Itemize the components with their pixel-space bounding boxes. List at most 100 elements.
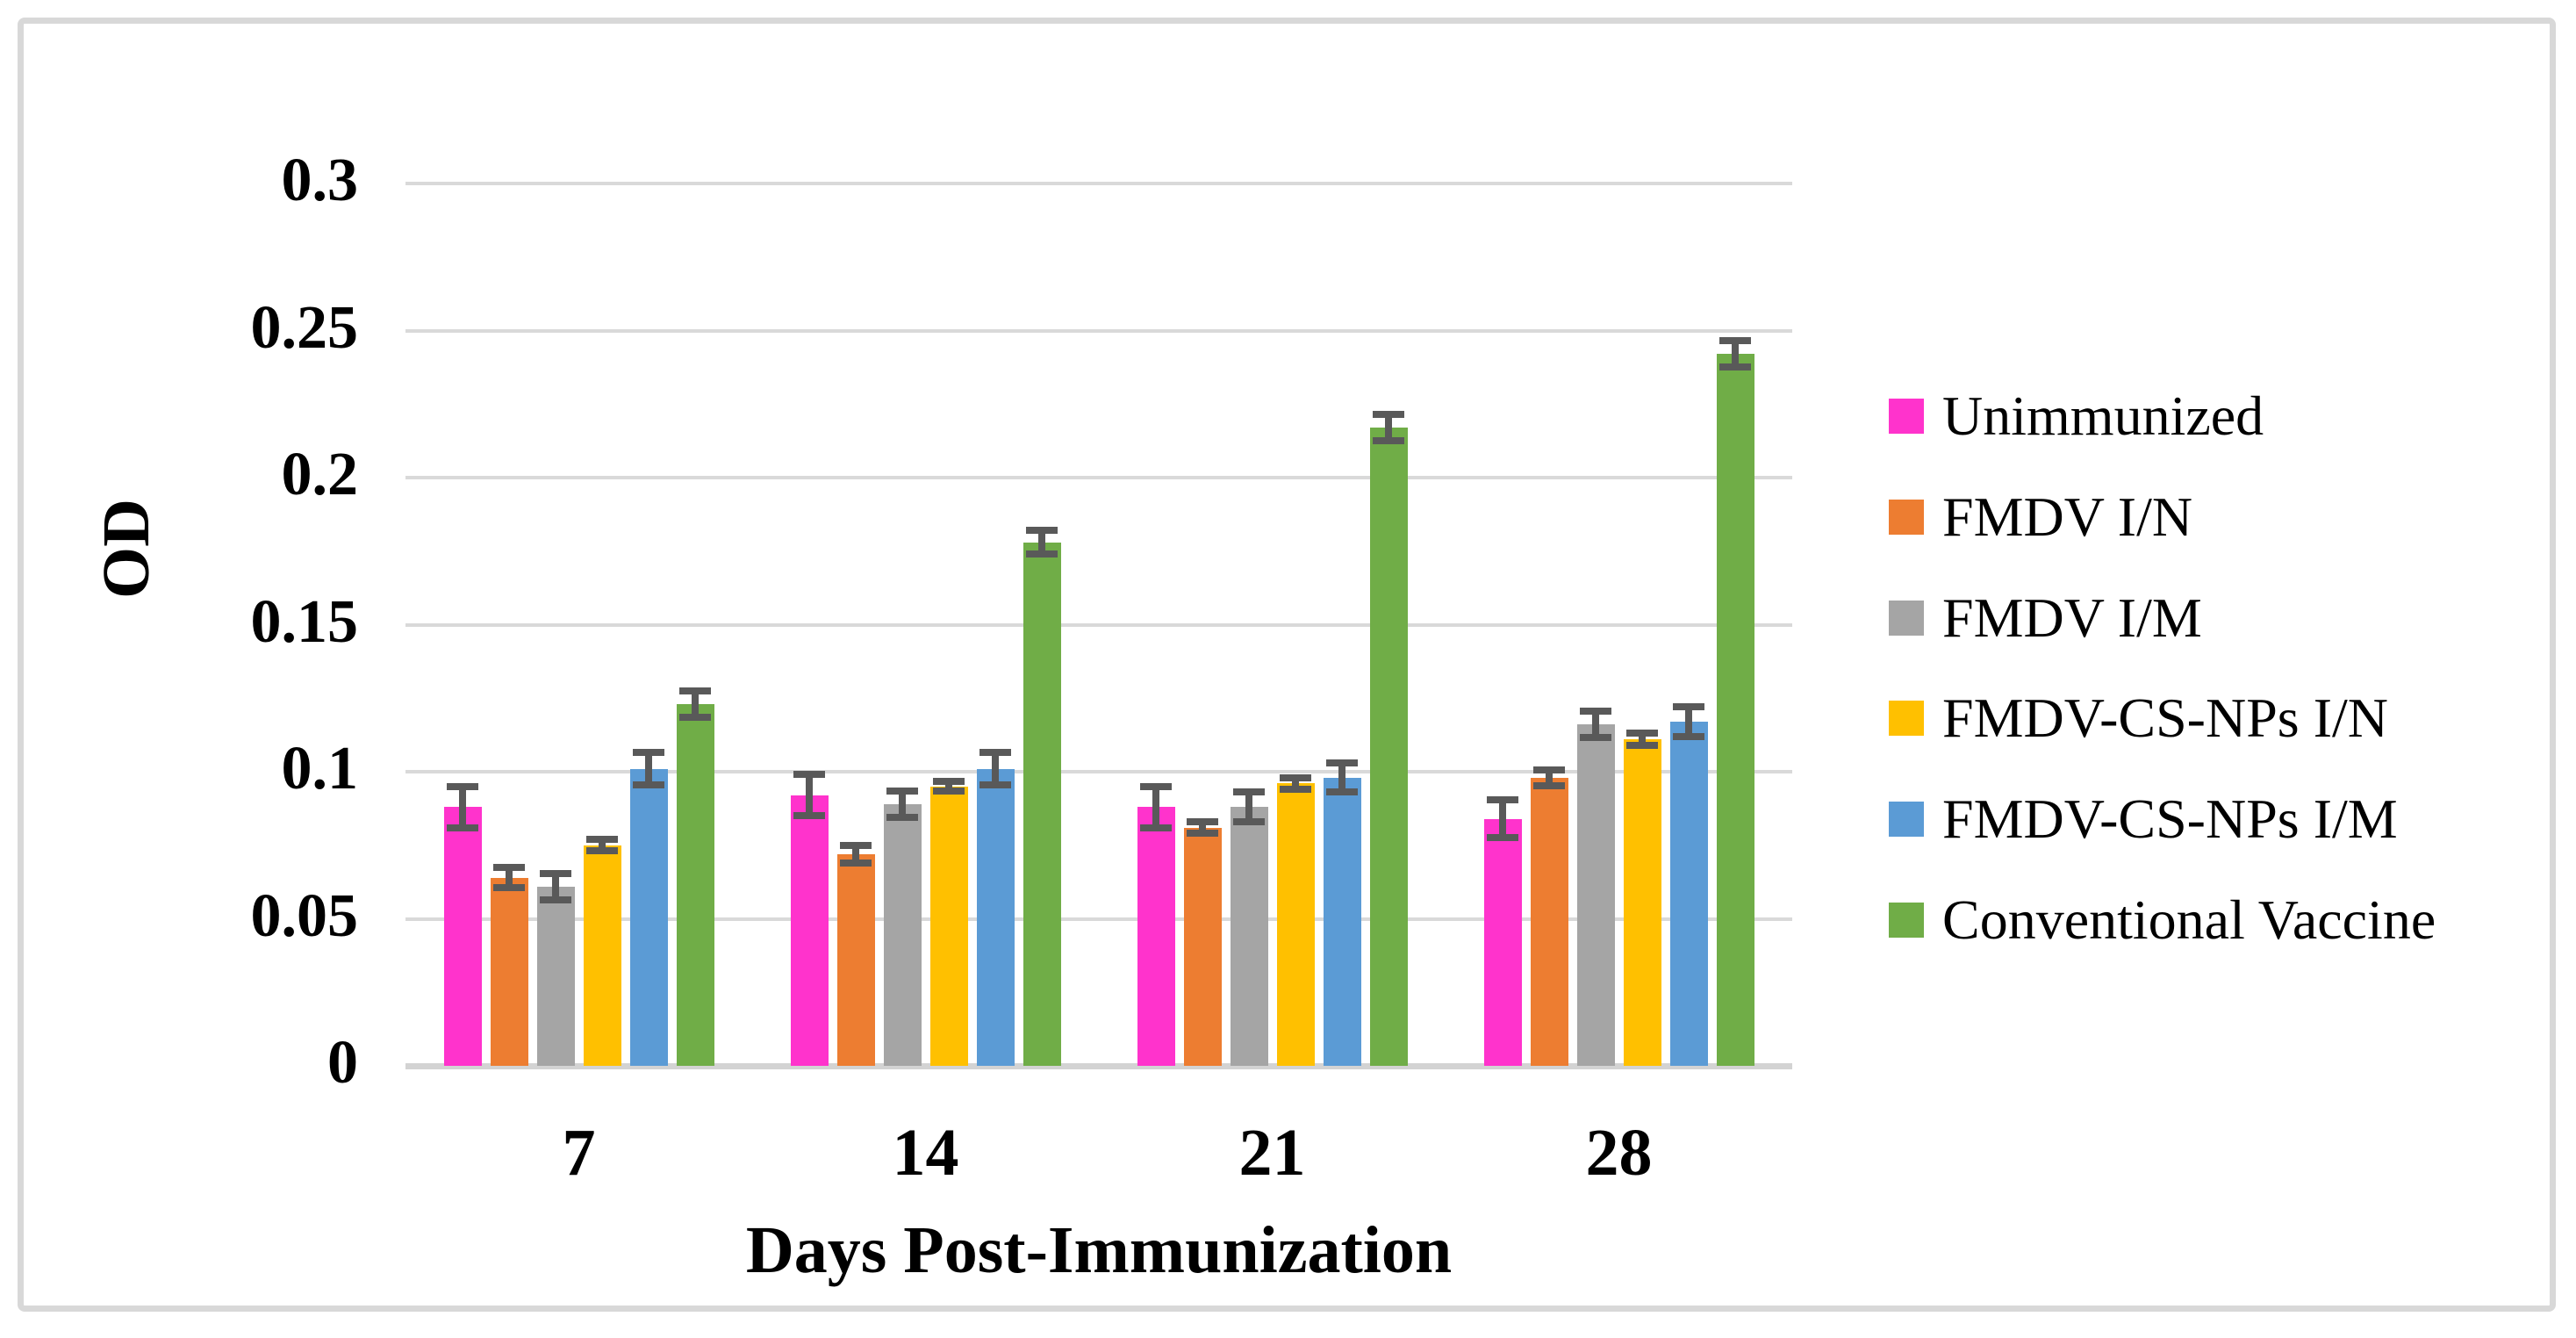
legend-label: FMDV I/N bbox=[1942, 485, 2193, 548]
error-bar-FMDV-CS-NPs I/N-day7 bbox=[599, 839, 606, 852]
error-cap-top-Unimmunized-day14 bbox=[793, 771, 825, 779]
error-cap-bottom-FMDV I/N-day7 bbox=[493, 884, 525, 892]
error-bar-FMDV-CS-NPs I/N-day14 bbox=[945, 781, 952, 792]
bar-FMDV I/N-day21 bbox=[1183, 827, 1222, 1066]
legend-label: FMDV-CS-NPs I/M bbox=[1942, 788, 2398, 851]
x-tick-label-21: 21 bbox=[1238, 1116, 1306, 1190]
legend-swatch-icon bbox=[1889, 499, 1924, 535]
legend-label: Conventional Vaccine bbox=[1942, 888, 2436, 951]
error-bar-Unimmunized-day21 bbox=[1152, 786, 1159, 828]
legend-swatch-icon bbox=[1889, 701, 1924, 737]
error-cap-bottom-Unimmunized-day14 bbox=[793, 812, 825, 820]
bar-FMDV I/M-day14 bbox=[883, 803, 922, 1066]
bar-FMDV-CS-NPs I/M-day7 bbox=[629, 768, 668, 1066]
x-axis-line bbox=[405, 1063, 1792, 1069]
bar-Conventional Vaccine-day7 bbox=[676, 703, 714, 1066]
error-cap-top-Conventional Vaccine-day21 bbox=[1373, 410, 1404, 418]
error-cap-top-Unimmunized-day7 bbox=[447, 782, 478, 790]
legend-item-FMDV-CS-NPs I/M: FMDV-CS-NPs I/M bbox=[1889, 791, 2398, 847]
bar-FMDV I/M-day28 bbox=[1576, 724, 1615, 1066]
error-cap-top-FMDV-CS-NPs I/N-day7 bbox=[586, 836, 618, 844]
error-cap-bottom-FMDV I/N-day21 bbox=[1187, 830, 1218, 838]
bar-FMDV-CS-NPs I/M-day21 bbox=[1323, 777, 1361, 1066]
legend-item-FMDV I/N: FMDV I/N bbox=[1889, 485, 2193, 548]
error-bar-Conventional Vaccine-day14 bbox=[1038, 530, 1045, 555]
error-cap-top-FMDV I/M-day14 bbox=[886, 787, 918, 795]
error-bar-FMDV I/M-day7 bbox=[552, 873, 559, 900]
bar-FMDV I/M-day7 bbox=[536, 886, 575, 1066]
legend-label: Unimmunized bbox=[1942, 385, 2264, 447]
error-cap-bottom-FMDV I/M-day14 bbox=[886, 813, 918, 821]
legend-item-Unimmunized: Unimmunized bbox=[1889, 388, 2264, 444]
error-cap-top-FMDV I/N-day21 bbox=[1187, 817, 1218, 825]
gridline-0.15 bbox=[405, 622, 1792, 627]
error-bar-FMDV-CS-NPs I/M-day7 bbox=[645, 752, 652, 786]
error-cap-bottom-FMDV I/M-day28 bbox=[1580, 734, 1611, 742]
bar-FMDV-CS-NPs I/N-day7 bbox=[583, 845, 621, 1066]
error-bar-FMDV-CS-NPs I/N-day28 bbox=[1639, 733, 1646, 745]
error-bar-FMDV-CS-NPs I/N-day21 bbox=[1292, 777, 1299, 790]
bar-FMDV I/M-day21 bbox=[1230, 807, 1268, 1066]
error-cap-bottom-FMDV-CS-NPs I/M-day14 bbox=[979, 781, 1011, 789]
error-cap-top-Conventional Vaccine-day14 bbox=[1026, 527, 1058, 535]
error-cap-top-Unimmunized-day21 bbox=[1140, 782, 1172, 790]
error-cap-bottom-FMDV-CS-NPs I/N-day7 bbox=[586, 847, 618, 855]
bar-Conventional Vaccine-day28 bbox=[1716, 354, 1754, 1066]
legend-label: FMDV-CS-NPs I/N bbox=[1942, 687, 2388, 750]
gridline-0.05 bbox=[405, 917, 1792, 921]
bar-Unimmunized-day21 bbox=[1137, 807, 1175, 1066]
error-cap-top-FMDV-CS-NPs I/N-day28 bbox=[1626, 730, 1658, 737]
error-cap-top-FMDV-CS-NPs I/N-day21 bbox=[1280, 773, 1311, 781]
bar-Unimmunized-day14 bbox=[790, 795, 829, 1066]
error-cap-top-FMDV I/N-day28 bbox=[1533, 766, 1565, 773]
error-cap-bottom-Conventional Vaccine-day28 bbox=[1719, 363, 1751, 371]
error-cap-top-FMDV-CS-NPs I/N-day14 bbox=[933, 778, 965, 786]
legend-swatch-icon bbox=[1889, 399, 1924, 434]
error-cap-bottom-FMDV I/M-day7 bbox=[540, 896, 571, 903]
gridline-0.3 bbox=[405, 182, 1792, 185]
bar-FMDV I/N-day7 bbox=[490, 877, 528, 1066]
y-tick-label-0.1: 0.1 bbox=[281, 735, 359, 803]
error-cap-top-FMDV I/M-day7 bbox=[540, 869, 571, 877]
error-cap-bottom-Conventional Vaccine-day7 bbox=[679, 714, 711, 722]
legend-swatch-icon bbox=[1889, 903, 1924, 938]
error-bar-FMDV I/N-day7 bbox=[506, 867, 513, 888]
error-cap-bottom-FMDV-CS-NPs I/M-day7 bbox=[633, 781, 664, 789]
bar-FMDV-CS-NPs I/N-day21 bbox=[1276, 783, 1315, 1066]
error-bar-FMDV I/N-day28 bbox=[1546, 769, 1553, 786]
error-cap-top-FMDV I/M-day28 bbox=[1580, 708, 1611, 716]
error-bar-FMDV I/M-day28 bbox=[1592, 711, 1599, 738]
bar-FMDV-CS-NPs I/N-day14 bbox=[929, 786, 968, 1066]
error-cap-top-FMDV-CS-NPs I/M-day7 bbox=[633, 749, 664, 757]
error-bar-FMDV-CS-NPs I/M-day14 bbox=[992, 752, 999, 786]
bar-Unimmunized-day7 bbox=[443, 807, 482, 1066]
error-cap-bottom-FMDV-CS-NPs I/N-day21 bbox=[1280, 786, 1311, 794]
error-cap-top-FMDV I/N-day14 bbox=[840, 841, 872, 849]
y-tick-label-0: 0 bbox=[327, 1029, 358, 1097]
error-cap-top-Conventional Vaccine-day28 bbox=[1719, 337, 1751, 345]
bar-FMDV-CS-NPs I/N-day28 bbox=[1623, 739, 1661, 1066]
bar-FMDV-CS-NPs I/M-day28 bbox=[1669, 722, 1708, 1066]
error-cap-bottom-FMDV-CS-NPs I/N-day14 bbox=[933, 788, 965, 795]
error-cap-top-FMDV-CS-NPs I/M-day28 bbox=[1673, 703, 1704, 711]
bar-Unimmunized-day28 bbox=[1483, 818, 1522, 1066]
legend-item-Conventional Vaccine: Conventional Vaccine bbox=[1889, 892, 2436, 948]
y-tick-label-0.25: 0.25 bbox=[250, 293, 359, 362]
y-tick-label-0.3: 0.3 bbox=[281, 147, 359, 215]
error-bar-FMDV-CS-NPs I/M-day28 bbox=[1685, 707, 1692, 737]
error-bar-Unimmunized-day14 bbox=[806, 774, 813, 816]
error-cap-bottom-FMDV-CS-NPs I/N-day28 bbox=[1626, 741, 1658, 749]
figure-border bbox=[18, 18, 2556, 1312]
error-bar-Conventional Vaccine-day28 bbox=[1732, 341, 1739, 368]
error-bar-Conventional Vaccine-day21 bbox=[1385, 414, 1392, 442]
x-axis-title: Days Post-Immunization bbox=[745, 1213, 1453, 1287]
error-cap-bottom-Unimmunized-day28 bbox=[1487, 834, 1518, 842]
bar-Conventional Vaccine-day14 bbox=[1023, 542, 1061, 1066]
legend-swatch-icon bbox=[1889, 600, 1924, 636]
error-cap-bottom-FMDV I/M-day21 bbox=[1233, 817, 1265, 825]
gridline-0.2 bbox=[405, 476, 1792, 479]
legend-swatch-icon bbox=[1889, 802, 1924, 838]
error-bar-FMDV I/N-day14 bbox=[852, 845, 859, 863]
error-cap-bottom-FMDV I/N-day14 bbox=[840, 859, 872, 867]
error-cap-top-FMDV-CS-NPs I/M-day21 bbox=[1326, 759, 1358, 766]
